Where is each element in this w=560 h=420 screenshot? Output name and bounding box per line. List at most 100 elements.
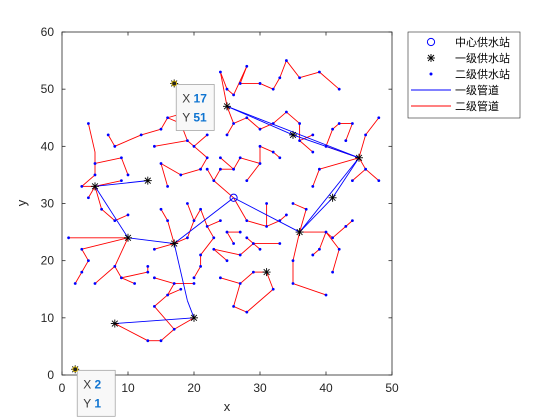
secondary-pipe — [332, 123, 340, 130]
primary-pipe — [299, 197, 333, 233]
secondary-station-point — [205, 133, 209, 137]
secondary-pipe — [167, 288, 181, 296]
secondary-station-point — [166, 293, 170, 297]
asterisk-stroke — [223, 103, 231, 110]
secondary-station-point — [186, 139, 189, 143]
secondary-station-point — [153, 247, 156, 251]
secondary-station-point — [291, 259, 295, 263]
secondary-station-point — [311, 184, 315, 188]
secondary-station-point — [265, 224, 268, 228]
secondary-pipe — [365, 168, 380, 181]
legend-label: 一级管道 — [455, 83, 499, 97]
secondary-pipe — [253, 243, 261, 250]
x-tick-label: 10 — [121, 381, 135, 395]
secondary-station-point — [113, 219, 117, 223]
primary-station-point — [190, 313, 198, 322]
secondary-station-point — [225, 87, 229, 91]
secondary-pipe — [154, 277, 175, 284]
secondary-station-point — [67, 236, 70, 240]
secondary-pipe — [246, 117, 261, 130]
datatip-y-row: Y 1 — [83, 396, 101, 410]
legend-item-primary-station: 一级供水站 — [427, 51, 510, 65]
datatip-anchor — [171, 80, 178, 87]
secondary-station-point — [166, 184, 170, 188]
asterisk-stroke — [124, 234, 132, 241]
secondary-pipe — [81, 260, 89, 273]
secondary-station-point — [238, 82, 242, 85]
secondary-station-point — [219, 70, 222, 74]
secondary-pipe — [74, 271, 83, 284]
secondary-pipe — [312, 248, 320, 256]
secondary-pipe — [319, 157, 360, 170]
secondary-station-point — [120, 276, 123, 280]
secondary-pipe — [180, 168, 201, 176]
primary-pipe — [173, 197, 234, 244]
secondary-station-point — [192, 144, 196, 148]
secondary-pipe — [239, 243, 254, 256]
secondary-pipe — [173, 317, 195, 330]
secondary-pipe — [233, 117, 247, 124]
secondary-pipe — [332, 249, 340, 273]
primary-pipe — [332, 157, 360, 199]
secondary-station-point — [258, 247, 262, 251]
primary-station-point — [355, 153, 363, 162]
secondary-pipe — [94, 157, 122, 164]
asterisk-stroke — [171, 240, 178, 247]
secondary-pipe — [345, 220, 353, 227]
secondary-pipe — [187, 140, 195, 147]
secondary-station-point — [324, 144, 328, 148]
x-tick-label: 30 — [253, 381, 267, 395]
legend-asterisk-marker — [427, 54, 435, 62]
secondary-station-point — [225, 259, 229, 263]
secondary-station-point — [146, 264, 150, 268]
secondary-pipe — [213, 180, 234, 199]
secondary-station-point — [238, 282, 242, 285]
secondary-station-point — [219, 167, 222, 171]
secondary-station-point — [186, 202, 189, 205]
secondary-station-point — [232, 93, 236, 97]
legend-label: 二级供水站 — [455, 67, 510, 81]
primary-station-point — [328, 193, 337, 202]
secondary-station-point — [291, 282, 295, 285]
legend-item-secondary-station: 二级供水站 — [429, 67, 510, 81]
datatip-x-row: X 2 — [83, 377, 101, 391]
secondary-pipe — [358, 157, 366, 170]
secondary-pipe — [160, 163, 169, 187]
secondary-pipe — [292, 231, 301, 261]
secondary-pipe — [226, 123, 234, 136]
secondary-station-point — [232, 122, 236, 125]
secondary-pipe — [200, 237, 215, 256]
secondary-station-point — [139, 133, 143, 137]
secondary-pipe — [233, 305, 247, 313]
secondary-station-point — [93, 173, 97, 177]
secondary-pipe — [160, 117, 168, 130]
secondary-pipe — [154, 294, 168, 307]
primary-pipe — [173, 243, 188, 301]
secondary-station-point — [285, 110, 288, 114]
secondary-station-point — [126, 213, 130, 217]
secondary-station-point — [278, 76, 282, 80]
y-tick-label: 30 — [41, 197, 55, 211]
secondary-station-point — [73, 282, 77, 285]
legend-item-center-station: 中心供水站 — [426, 35, 510, 49]
secondary-station-point — [344, 139, 348, 143]
asterisk-stroke — [111, 320, 118, 327]
secondary-pipe — [88, 186, 96, 199]
secondary-pipe — [299, 140, 314, 153]
legend-dot-marker — [429, 72, 433, 76]
y-tick-label: 60 — [41, 25, 55, 39]
secondary-station-point — [192, 219, 196, 223]
secondary-station-point — [153, 276, 156, 280]
secondary-pipe — [299, 209, 307, 233]
secondary-station-point — [146, 339, 150, 343]
secondary-station-point — [337, 247, 341, 251]
primary-station-point — [295, 228, 304, 237]
x-tick-label: 20 — [187, 381, 201, 395]
secondary-pipe — [200, 209, 208, 227]
secondary-pipe — [239, 271, 254, 284]
primary-station-point — [223, 102, 231, 111]
primary-pipe — [114, 317, 195, 324]
secondary-pipe — [186, 220, 195, 238]
secondary-pipe — [365, 117, 380, 136]
secondary-pipe — [101, 208, 116, 221]
